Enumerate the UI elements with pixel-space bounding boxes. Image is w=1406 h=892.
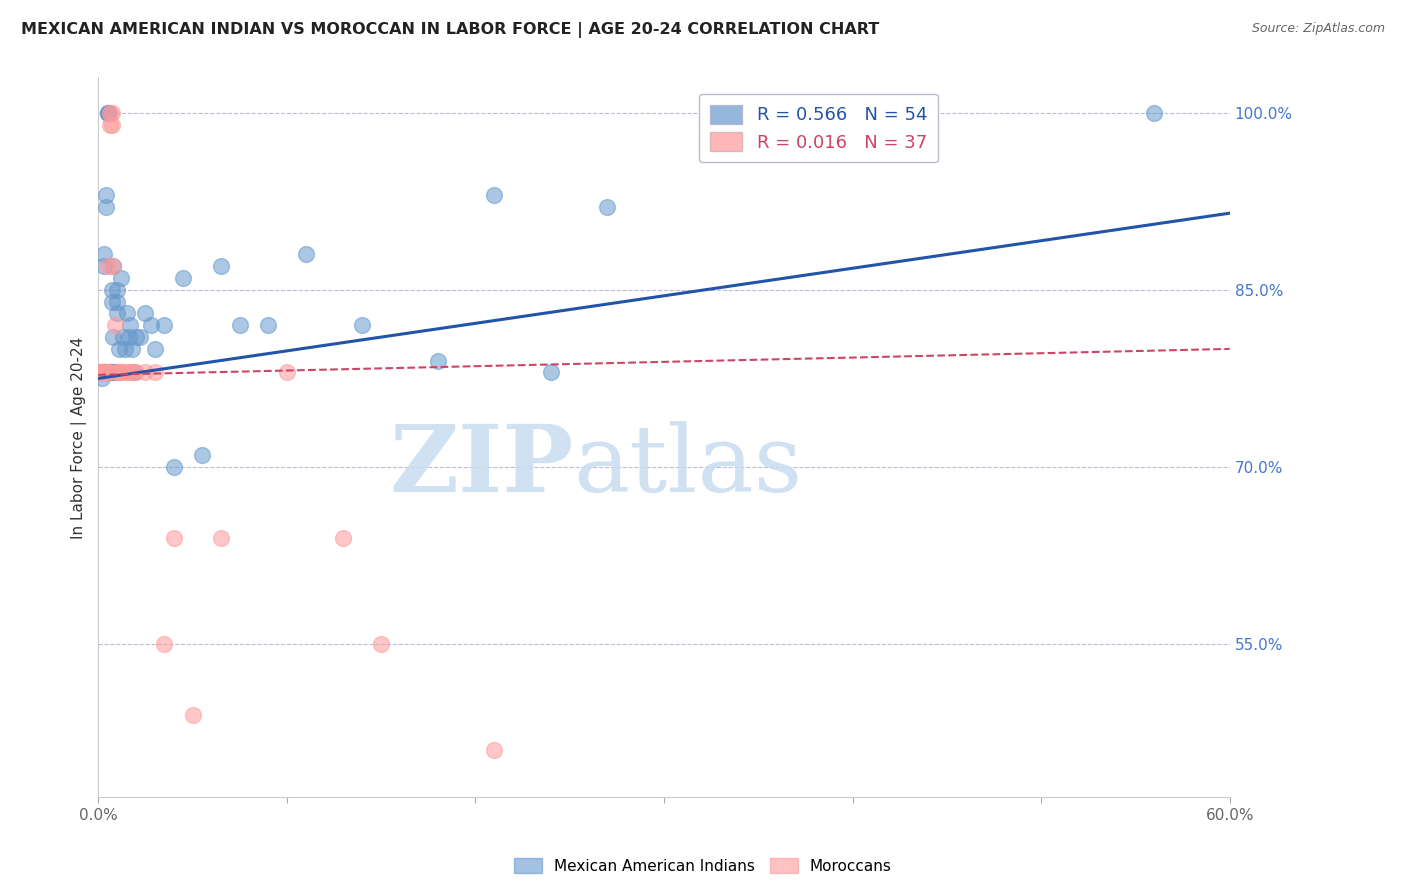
Point: [276, 366, 298, 380]
Text: ZIP: ZIP: [389, 421, 574, 511]
Point: [93, 260, 115, 274]
Point: [108, 366, 131, 380]
Point: [117, 330, 139, 344]
Point: [93, 366, 115, 380]
Point: [134, 306, 156, 320]
Point: [98, 366, 121, 380]
Point: [352, 318, 374, 333]
Point: [100, 366, 122, 380]
Point: [540, 366, 562, 380]
Point: [98, 118, 121, 132]
Text: MEXICAN AMERICAN INDIAN VS MOROCCAN IN LABOR FORCE | AGE 20-24 CORRELATION CHART: MEXICAN AMERICAN INDIAN VS MOROCCAN IN L…: [21, 22, 879, 38]
Point: [209, 260, 232, 274]
Point: [121, 342, 143, 356]
Point: [100, 118, 122, 132]
Point: [94, 366, 117, 380]
Point: [134, 366, 156, 380]
Point: [110, 366, 132, 380]
Point: [89, 366, 111, 380]
Point: [484, 188, 506, 202]
Point: [153, 637, 176, 651]
Point: [91, 366, 114, 380]
Point: [97, 260, 120, 274]
Point: [143, 366, 166, 380]
Point: [104, 366, 127, 380]
Point: [172, 271, 194, 285]
Point: [111, 330, 134, 344]
Point: [121, 366, 143, 380]
Point: [163, 459, 186, 474]
Point: [93, 366, 115, 380]
Point: [98, 366, 121, 380]
Point: [163, 531, 186, 545]
Point: [141, 318, 163, 333]
Point: [91, 366, 114, 380]
Point: [114, 342, 136, 356]
Point: [100, 283, 122, 297]
Y-axis label: In Labor Force | Age 20-24: In Labor Force | Age 20-24: [72, 336, 87, 539]
Point: [93, 247, 115, 261]
Text: atlas: atlas: [574, 421, 803, 511]
Point: [125, 366, 148, 380]
Point: [94, 366, 117, 380]
Point: [100, 294, 122, 309]
Point: [98, 366, 121, 380]
Point: [89, 366, 111, 380]
Point: [143, 342, 166, 356]
Point: [93, 366, 115, 380]
Point: [97, 366, 120, 380]
Point: [105, 366, 128, 380]
Point: [332, 531, 354, 545]
Point: [105, 283, 128, 297]
Point: [110, 271, 132, 285]
Text: Source: ZipAtlas.com: Source: ZipAtlas.com: [1251, 22, 1385, 36]
Point: [229, 318, 252, 333]
Point: [117, 366, 139, 380]
Point: [94, 188, 117, 202]
Point: [108, 342, 131, 356]
Point: [257, 318, 280, 333]
Point: [97, 366, 120, 380]
Point: [103, 330, 125, 344]
Point: [93, 366, 115, 380]
Point: [596, 200, 619, 214]
Point: [125, 330, 148, 344]
Point: [105, 294, 128, 309]
Point: [100, 106, 122, 120]
Point: [104, 318, 127, 333]
Point: [105, 306, 128, 320]
Point: [370, 637, 392, 651]
Point: [94, 366, 117, 380]
Point: [484, 743, 506, 757]
Legend: Mexican American Indians, Moroccans: Mexican American Indians, Moroccans: [508, 852, 898, 880]
Point: [97, 106, 120, 120]
Point: [181, 707, 204, 722]
Point: [91, 371, 114, 385]
Point: [103, 260, 125, 274]
Point: [122, 366, 145, 380]
Point: [128, 330, 150, 344]
Point: [153, 318, 176, 333]
Point: [115, 366, 138, 380]
Point: [191, 448, 214, 462]
Point: [98, 106, 121, 120]
Point: [104, 366, 127, 380]
Point: [120, 318, 142, 333]
Point: [97, 106, 120, 120]
Point: [294, 247, 316, 261]
Point: [1143, 106, 1166, 120]
Point: [91, 366, 114, 380]
Point: [105, 366, 128, 380]
Point: [94, 200, 117, 214]
Point: [115, 306, 138, 320]
Point: [209, 531, 232, 545]
Point: [89, 366, 111, 380]
Point: [97, 106, 120, 120]
Legend: R = 0.566   N = 54, R = 0.016   N = 37: R = 0.566 N = 54, R = 0.016 N = 37: [699, 94, 938, 162]
Point: [103, 260, 125, 274]
Point: [94, 366, 117, 380]
Point: [111, 366, 134, 380]
Point: [426, 353, 449, 368]
